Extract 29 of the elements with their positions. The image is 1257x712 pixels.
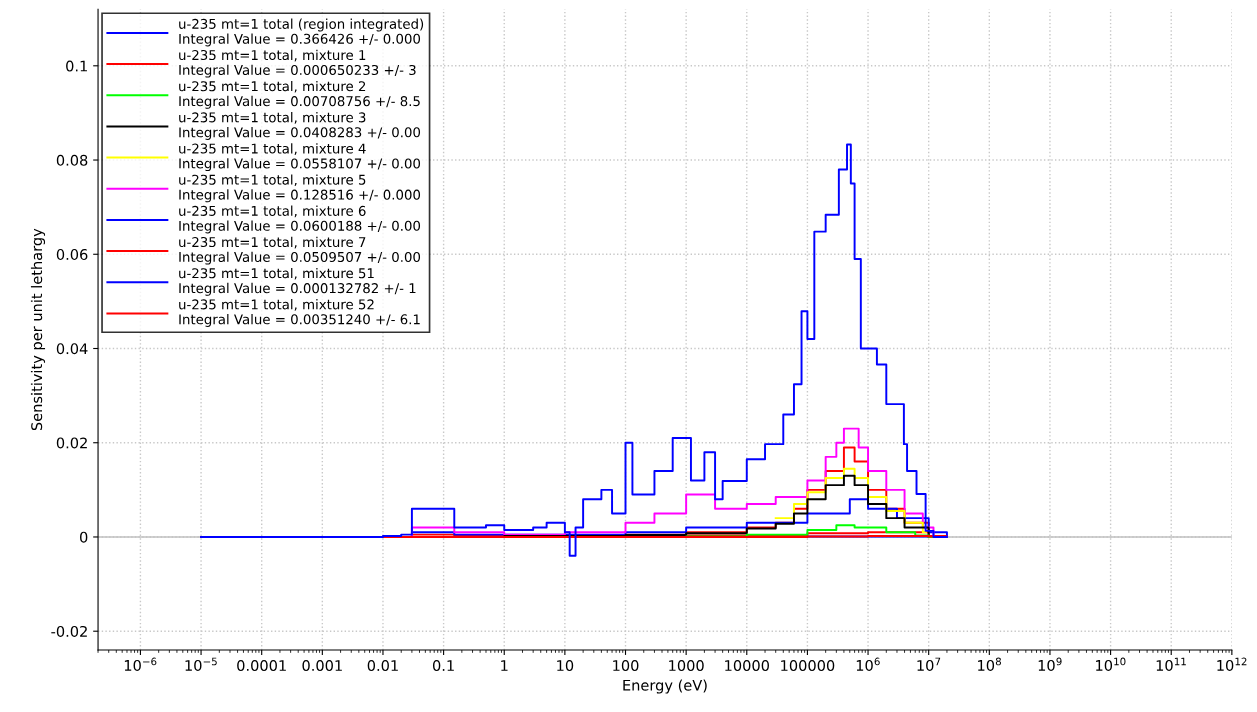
x-tick-label: 0.1 <box>432 660 454 672</box>
x-tick-label: 1 <box>501 660 508 671</box>
x-tick-label: 100 <box>613 660 639 672</box>
y-tick-label: 0.1 <box>66 60 87 72</box>
x-axis-title: Energy (eV) <box>623 679 707 694</box>
x-tick-label: 10$^{9}$ <box>1038 657 1062 671</box>
y-tick-label: 0.08 <box>56 154 88 166</box>
x-tick-label: 10$^{10}$ <box>1096 657 1126 671</box>
x-tick-label: 10000 <box>725 660 770 672</box>
x-tick-label: 10$^{−6}$ <box>124 657 157 671</box>
y-tick-label: 0.02 <box>56 437 87 449</box>
y-axis-title: Sensitivity per unit lethargy <box>30 228 46 431</box>
x-tick-label: 10$^{7}$ <box>917 657 941 671</box>
x-tick-label: 10$^{12}$ <box>1217 657 1247 671</box>
y-tick-label: 0 <box>80 531 88 543</box>
x-tick-label: 10$^{11}$ <box>1156 657 1186 671</box>
x-tick-label: 0.001 <box>302 660 342 672</box>
y-tick-label: 0.04 <box>56 343 88 355</box>
x-tick-label: 0.01 <box>367 660 398 672</box>
y-tick-label: -0.02 <box>51 625 87 637</box>
x-tick-label: 10$^{8}$ <box>978 657 1001 671</box>
x-tick-label: 1000 <box>669 660 704 672</box>
y-tick-label: 0.06 <box>56 248 88 261</box>
legend-label: u-235 mt=1 total, mixture 52 Integral Value = 0.00351240 +/- 6.1 <box>179 299 420 327</box>
x-tick-label: 10$^{−5}$ <box>185 657 217 671</box>
x-tick-label: 0.0001 <box>237 660 286 672</box>
x-tick-label: 10 <box>557 660 574 672</box>
x-tick-label: 10$^{6}$ <box>856 657 880 671</box>
x-tick-label: 100000 <box>781 660 835 672</box>
